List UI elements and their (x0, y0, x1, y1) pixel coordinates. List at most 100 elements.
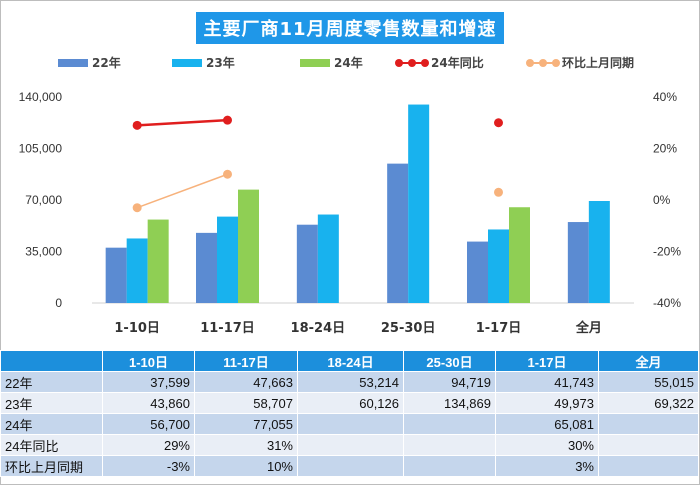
bar-24年-1-10日 (147, 219, 169, 303)
bar-22年-25-30日 (387, 163, 409, 303)
legend-marker-环比上月同期 (526, 59, 534, 67)
table-row: 22年 37,599 47,663 53,214 94,719 41,743 55,015 (0, 371, 699, 393)
table-cell (403, 413, 496, 435)
legend-label-24年: 24年 (334, 55, 363, 70)
legend-marker-24年同比 (395, 59, 403, 67)
table-cell: 65,081 (495, 413, 599, 435)
bar-22年-11-17日 (196, 232, 217, 303)
point-环比上月同期-1-17日 (494, 187, 503, 197)
table-cell: 60,126 (297, 392, 404, 414)
x-category-label: 11-17日 (200, 321, 255, 336)
bar-24年-1-17日 (509, 207, 530, 303)
table-row-label: 24年同比 (0, 434, 103, 456)
point-24年同比-1-17日 (494, 118, 503, 128)
table-row: 23年 43,860 58,707 60,126 134,869 49,973 69,322 (0, 392, 699, 414)
bar-22年-18-24日 (296, 224, 318, 303)
line-segment-24年同比 (137, 118, 228, 127)
legend-label-23年: 23年 (206, 55, 235, 70)
bar-23年-11-17日 (217, 216, 238, 303)
table-cell: 69,322 (598, 392, 699, 414)
legend-label-24年同比: 24年同比 (431, 55, 484, 70)
bar-23年-1-17日 (488, 229, 509, 303)
table-cell: 43,860 (102, 392, 195, 414)
legend-swatch-22年 (58, 59, 88, 67)
table-cell (297, 434, 404, 456)
table-cell: 134,869 (403, 392, 496, 414)
table-header-cell (0, 350, 103, 372)
table-cell: 10% (194, 455, 298, 477)
table-cell: 49,973 (495, 392, 599, 414)
table-cell (598, 434, 699, 456)
legend-swatch-23年 (172, 59, 202, 67)
y-left-tick-label: 70,000 (25, 193, 62, 207)
bar-22年-1-10日 (105, 247, 127, 303)
table-row: 24年 56,700 77,055 65,081 (0, 413, 699, 435)
data-table: 1-10日 11-17日 18-24日 25-30日 1-17日 全月 22年 37,599… (0, 350, 699, 477)
table-row-label: 环比上月同期 (0, 455, 103, 477)
table-cell: 55,015 (598, 371, 699, 393)
table-row-label: 22年 (0, 371, 103, 393)
table-cell: 94,719 (403, 371, 496, 393)
table-cell (403, 455, 496, 477)
table-header-cell: 1-17日 (495, 350, 599, 372)
point-环比上月同期-11-17日 (223, 169, 232, 179)
table-cell (297, 455, 404, 477)
bar-23年-全月 (588, 200, 610, 303)
table-cell (598, 413, 699, 435)
y-left-tick-label: 140,000 (19, 90, 63, 104)
table-cell: 47,663 (194, 371, 298, 393)
table-header-row: 1-10日 11-17日 18-24日 25-30日 1-17日 全月 (0, 350, 699, 372)
table-header-cell: 25-30日 (403, 350, 496, 372)
legend-marker-环比上月同期 (539, 59, 547, 67)
y-left-tick-label: 35,000 (25, 245, 62, 259)
table-cell (598, 455, 699, 477)
legend-label-环比上月同期: 环比上月同期 (562, 55, 634, 70)
point-24年同比-11-17日 (223, 115, 232, 125)
table-cell: 58,707 (194, 392, 298, 414)
chart-title: 主要厂商11月周度零售数量和增速 (196, 12, 504, 44)
bar-22年-1-17日 (467, 241, 488, 303)
table-cell: 37,599 (102, 371, 195, 393)
x-category-label: 全月 (575, 320, 602, 336)
table-cell: 29% (102, 434, 195, 456)
legend-label-22年: 22年 (92, 55, 121, 70)
y-right-tick-label: 20% (653, 142, 677, 156)
point-24年同比-1-10日 (132, 120, 142, 130)
table-cell (403, 434, 496, 456)
y-right-tick-label: -40% (653, 296, 681, 310)
y-right-tick-label: 40% (653, 90, 677, 104)
legend-marker-环比上月同期 (552, 59, 560, 67)
line-segment-环比上月同期 (136, 173, 228, 209)
table-row-label: 23年 (0, 392, 103, 414)
table-row: 24年同比 29% 31% 30% (0, 434, 699, 456)
legend-marker-24年同比 (408, 59, 416, 67)
y-left-tick-label: 105,000 (19, 142, 63, 156)
table-cell: 53,214 (297, 371, 404, 393)
table-row: 环比上月同期 -3% 10% 3% (0, 455, 699, 477)
y-right-tick-label: -20% (653, 245, 681, 259)
table-cell: 56,700 (102, 413, 195, 435)
bar-24年-11-17日 (238, 189, 259, 303)
x-category-label: 1-17日 (476, 321, 522, 336)
table-row-label: 24年 (0, 413, 103, 435)
table-header-cell: 全月 (598, 350, 699, 372)
bar-23年-25-30日 (408, 104, 430, 303)
table-cell: 31% (194, 434, 298, 456)
table-cell (297, 413, 404, 435)
point-环比上月同期-1-10日 (132, 203, 142, 213)
chart-canvas: 0 35,000 70,000 105,000 140,000 -40% -20% 0% 20%… (19, 55, 682, 336)
table-header-cell: 11-17日 (194, 350, 298, 372)
table-cell: 77,055 (194, 413, 298, 435)
y-right-tick-label: 0% (653, 193, 671, 207)
y-left-tick-label: 0 (55, 296, 62, 310)
bar-22年-全月 (567, 222, 589, 303)
table-cell: -3% (102, 455, 195, 477)
table-cell: 3% (495, 455, 599, 477)
bar-23年-1-10日 (126, 238, 148, 303)
table-cell: 30% (495, 434, 599, 456)
x-category-label: 1-10日 (114, 321, 160, 336)
legend-swatch-24年 (300, 59, 330, 67)
x-category-label: 25-30日 (381, 321, 436, 336)
table-header-cell: 18-24日 (297, 350, 404, 372)
table-cell: 41,743 (495, 371, 599, 393)
